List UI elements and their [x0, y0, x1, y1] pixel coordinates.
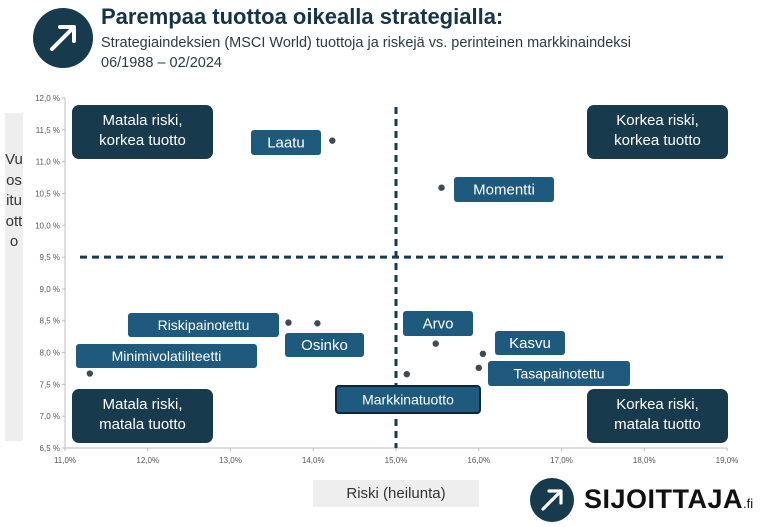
quadrant-label-bottom-left: matala tuotto — [99, 416, 186, 433]
brand-name-text: SIJOITTAJA — [584, 484, 744, 514]
data-point-osinko — [314, 320, 321, 327]
y-tick-label: 6,5 % — [40, 444, 60, 453]
quadrant-label-top-right: Korkea riski, — [616, 112, 699, 129]
quadrant-label-bottom-right: matala tuotto — [614, 416, 701, 433]
point-label-minimivolatiliteetti: Minimivolatiliteetti — [112, 348, 222, 364]
point-label-tasapainotettu: Tasapainotettu — [513, 366, 604, 382]
y-tick-label: 11,0 % — [36, 158, 60, 167]
brand-badge — [530, 478, 574, 522]
quadrant-label-top-right: korkea tuotto — [614, 132, 701, 149]
quadrant-box-top-right — [587, 105, 728, 159]
x-tick-label: 12,0% — [136, 456, 159, 465]
quadrant-box-bottom-left — [72, 389, 213, 443]
data-point-arvo — [432, 340, 439, 347]
point-label-box-arvo — [403, 311, 473, 336]
data-point-laatu — [329, 137, 336, 144]
point-label-laatu: Laatu — [267, 135, 305, 152]
data-point-riskipainotettu — [285, 319, 292, 326]
page-subtitle: Strategiaindeksien (MSCI World) tuottoja… — [101, 35, 632, 71]
x-tick-label: 16,0% — [467, 456, 490, 465]
quadrant-label-bottom-left: Matala riski, — [102, 396, 182, 413]
x-tick-label: 14,0% — [302, 456, 325, 465]
y-tick-label: 11,5 % — [36, 126, 60, 135]
quadrant-box-bottom-right — [587, 389, 728, 443]
point-label-box-momentti — [454, 177, 554, 202]
point-label-box-minimivolatiliteetti — [76, 344, 257, 368]
logo-badge — [33, 8, 93, 68]
brand-name: SIJOITTAJA.fi — [584, 484, 753, 515]
brand-suffix: .fi — [743, 496, 754, 511]
y-tick-label: 9,0 % — [40, 285, 60, 294]
y-tick-label: 9,5 % — [40, 253, 60, 262]
y-tick-label: 7,5 % — [40, 380, 60, 389]
x-axis-label: Riski (heilunta) — [313, 480, 479, 507]
x-tick-label: 19,0% — [716, 456, 739, 465]
quadrant-label-bottom-right: Korkea riski, — [616, 396, 699, 413]
point-label-box-laatu — [251, 130, 321, 155]
data-point-kasvu — [479, 350, 487, 358]
x-tick-label: 11,0% — [54, 456, 76, 465]
x-tick-label: 17,0% — [550, 456, 573, 465]
page-title: Parempaa tuottoa oikealla strategialla: — [101, 4, 504, 29]
point-label-osinko: Osinko — [301, 337, 348, 354]
y-axis-label-box — [5, 113, 23, 441]
data-point-markkinatuotto — [403, 370, 410, 378]
brand-logo: SIJOITTAJA.fi — [530, 478, 760, 524]
data-point-momentti — [438, 184, 445, 191]
y-tick-label: 12,0 % — [35, 94, 60, 103]
point-label-markkinatuotto: Markkinatuotto — [362, 392, 454, 408]
point-label-box-tasapainotettu — [488, 361, 630, 386]
point-label-kasvu: Kasvu — [509, 335, 551, 352]
x-tick-label: 13,0% — [219, 456, 242, 465]
quadrant-label-top-left: Matala riski, — [102, 112, 182, 129]
point-label-riskipainotettu: Riskipainotettu — [158, 317, 250, 333]
x-tick-label: 18,0% — [633, 456, 656, 465]
data-point-minimivolatiliteetti — [86, 370, 94, 377]
y-tick-label: 10,0 % — [35, 221, 60, 230]
point-label-momentti: Momentti — [473, 182, 535, 199]
point-label-box-riskipainotettu — [128, 313, 279, 337]
y-tick-label: 10,5 % — [35, 189, 60, 198]
y-axis-label: Vuosituotto — [5, 151, 23, 250]
arrow-up-right-icon — [541, 489, 563, 511]
point-label-box-markkinatuotto — [335, 385, 481, 414]
quadrant-label-top-left: korkea tuotto — [99, 132, 186, 149]
x-tick-label: 15,0% — [385, 456, 408, 465]
quadrant-box-top-left — [72, 105, 213, 159]
y-tick-label: 7,0 % — [40, 412, 60, 421]
arrow-up-right-icon — [50, 25, 76, 51]
point-label-box-kasvu — [495, 331, 565, 355]
data-point-tasapainotettu — [475, 364, 482, 372]
y-tick-label: 8,5 % — [40, 317, 60, 326]
point-label-arvo: Arvo — [423, 316, 454, 333]
y-tick-label: 8,0 % — [40, 349, 60, 358]
point-label-box-osinko — [285, 333, 364, 357]
